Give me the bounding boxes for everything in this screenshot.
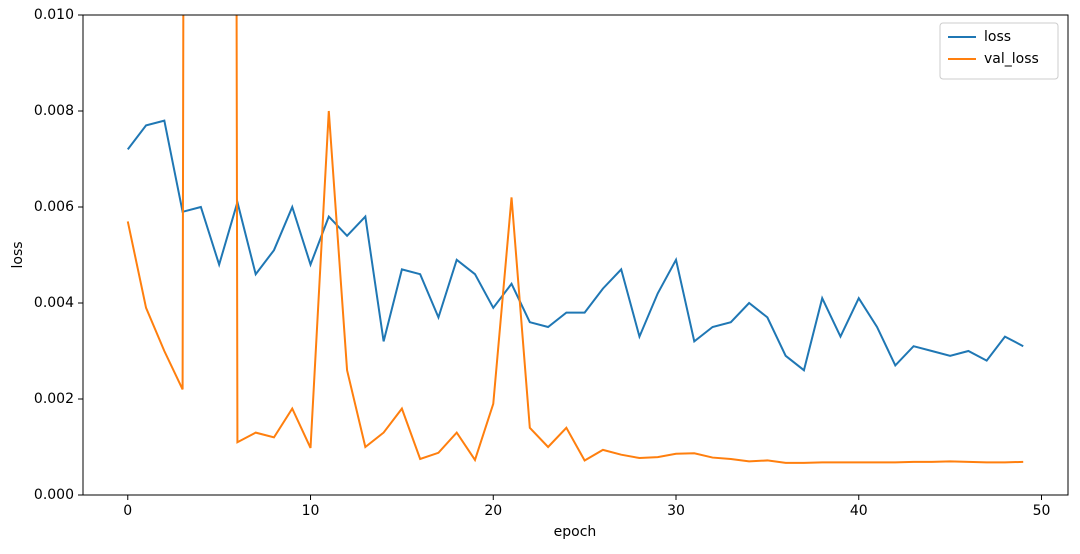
x-axis-label: epoch <box>554 524 597 540</box>
y-tick-label: 0.006 <box>34 199 74 215</box>
legend-label: val_loss <box>984 51 1039 67</box>
y-tick-label: 0.008 <box>34 103 74 119</box>
legend-label: loss <box>984 29 1011 45</box>
x-tick-label: 30 <box>667 503 685 519</box>
y-tick-label: 0.002 <box>34 391 74 407</box>
y-tick-label: 0.004 <box>34 295 74 311</box>
x-tick-label: 0 <box>123 503 132 519</box>
plot-frame <box>82 14 1069 496</box>
y-tick-label: 0.010 <box>34 7 74 23</box>
x-tick-label: 10 <box>302 503 320 519</box>
x-tick-label: 20 <box>484 503 502 519</box>
series-line <box>126 119 1024 372</box>
y-tick-label: 0.000 <box>34 487 74 503</box>
plot-area <box>126 15 1024 464</box>
x-tick-label: 50 <box>1033 503 1051 519</box>
x-tick-label: 40 <box>850 503 868 519</box>
series-line <box>126 15 1024 464</box>
y-axis-label: loss <box>10 241 26 268</box>
